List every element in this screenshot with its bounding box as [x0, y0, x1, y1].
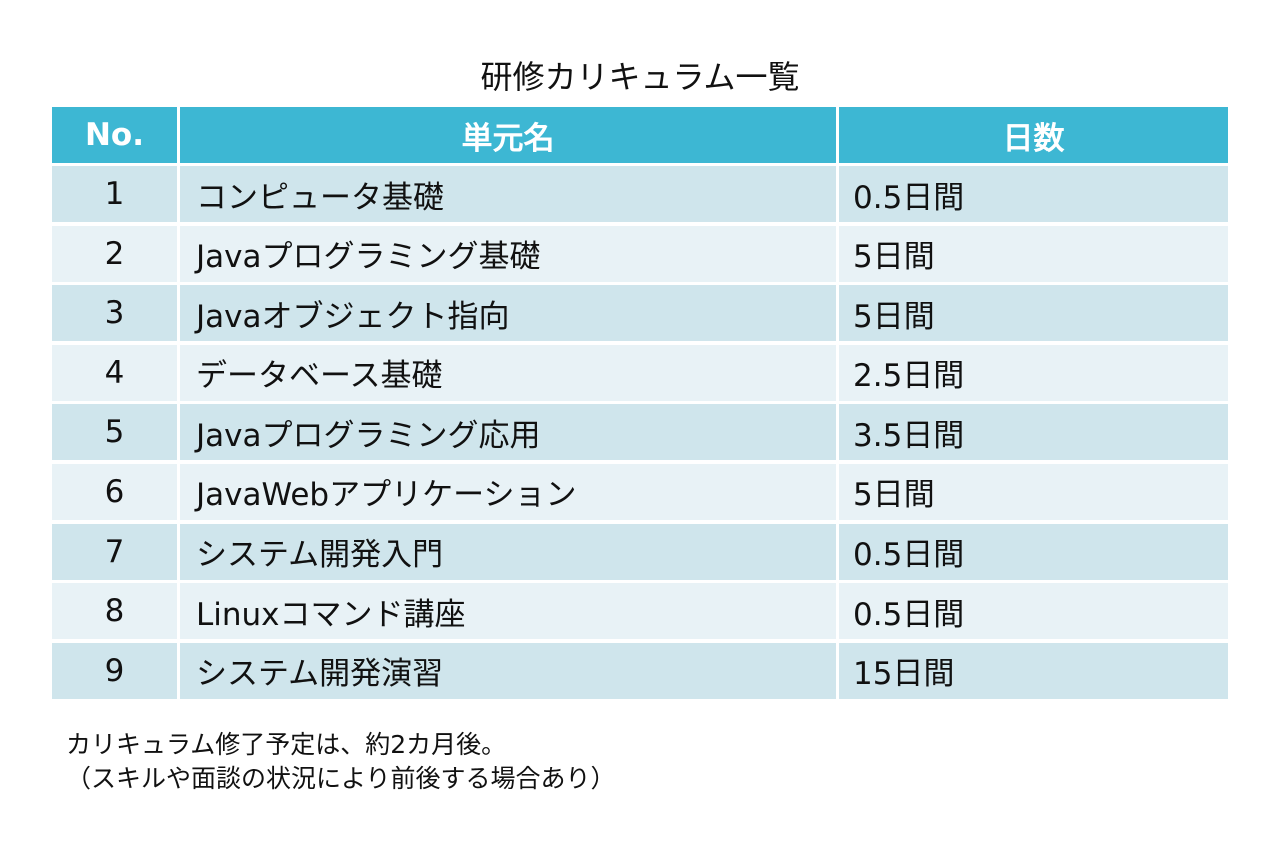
header-cell: 単元名 [180, 107, 836, 163]
table-cell: 0.5日間 [839, 166, 1228, 222]
table-cell: 5日間 [839, 225, 1228, 282]
table-cell: 6 [52, 463, 177, 520]
table-cell: Javaオブジェクト指向 [180, 285, 836, 342]
table-row: 1 コンピュータ基礎 0.5日間 [52, 166, 1228, 222]
table-cell: Javaプログラミング応用 [180, 404, 836, 461]
curriculum-table: No. 単元名 日数 1 コンピュータ基礎 0.5日間 2 Javaプログラミング基礎 5日間 3… [52, 107, 1228, 702]
table-cell: 5 [52, 404, 177, 461]
table-cell: 4 [52, 344, 177, 401]
table-row: 4 データベース基礎 2.5日間 [52, 344, 1228, 401]
table-cell: 5日間 [839, 463, 1228, 520]
table-row: 8 Linuxコマンド講座 0.5日間 [52, 583, 1228, 640]
table-cell: Linuxコマンド講座 [180, 583, 836, 640]
table-cell: Javaプログラミング基礎 [180, 225, 836, 282]
table-cell: 9 [52, 642, 177, 699]
table-cell: システム開発演習 [180, 642, 836, 699]
table-cell: 0.5日間 [839, 583, 1228, 640]
table-row: 5 Javaプログラミング応用 3.5日間 [52, 404, 1228, 461]
header-cell: No. [52, 107, 177, 163]
table-cell: 15日間 [839, 642, 1228, 699]
table-cell: 5日間 [839, 285, 1228, 342]
note-line: カリキュラム修了予定は、約2カ月後。 [66, 730, 507, 759]
table-row: 9 システム開発演習 15日間 [52, 642, 1228, 699]
table-row: 2 Javaプログラミング基礎 5日間 [52, 225, 1228, 282]
title: 研修カリキュラム一覧 [480, 58, 800, 96]
table-cell: データベース基礎 [180, 344, 836, 401]
table-cell: JavaWebアプリケーション [180, 463, 836, 520]
table-cell: 1 [52, 166, 177, 222]
table-cell: 0.5日間 [839, 523, 1228, 580]
table-cell: 8 [52, 583, 177, 640]
notes: カリキュラム修了予定は、約2カ月後。 （スキルや面談の状況により前後する場合あり） [66, 728, 616, 796]
table-row: 3 Javaオブジェクト指向 5日間 [52, 285, 1228, 342]
table-cell: システム開発入門 [180, 523, 836, 580]
table-cell: 3.5日間 [839, 404, 1228, 461]
header-cell: 日数 [839, 107, 1228, 163]
header-row: No. 単元名 日数 [52, 107, 1228, 163]
table-cell: 2.5日間 [839, 344, 1228, 401]
table-cell: 2 [52, 225, 177, 282]
table-row: 6 JavaWebアプリケーション 5日間 [52, 463, 1228, 520]
note-line: （スキルや面談の状況により前後する場合あり） [66, 764, 616, 793]
table-cell: コンピュータ基礎 [180, 166, 836, 222]
table-cell: 3 [52, 285, 177, 342]
table-row: 7 システム開発入門 0.5日間 [52, 523, 1228, 580]
table-cell: 7 [52, 523, 177, 580]
